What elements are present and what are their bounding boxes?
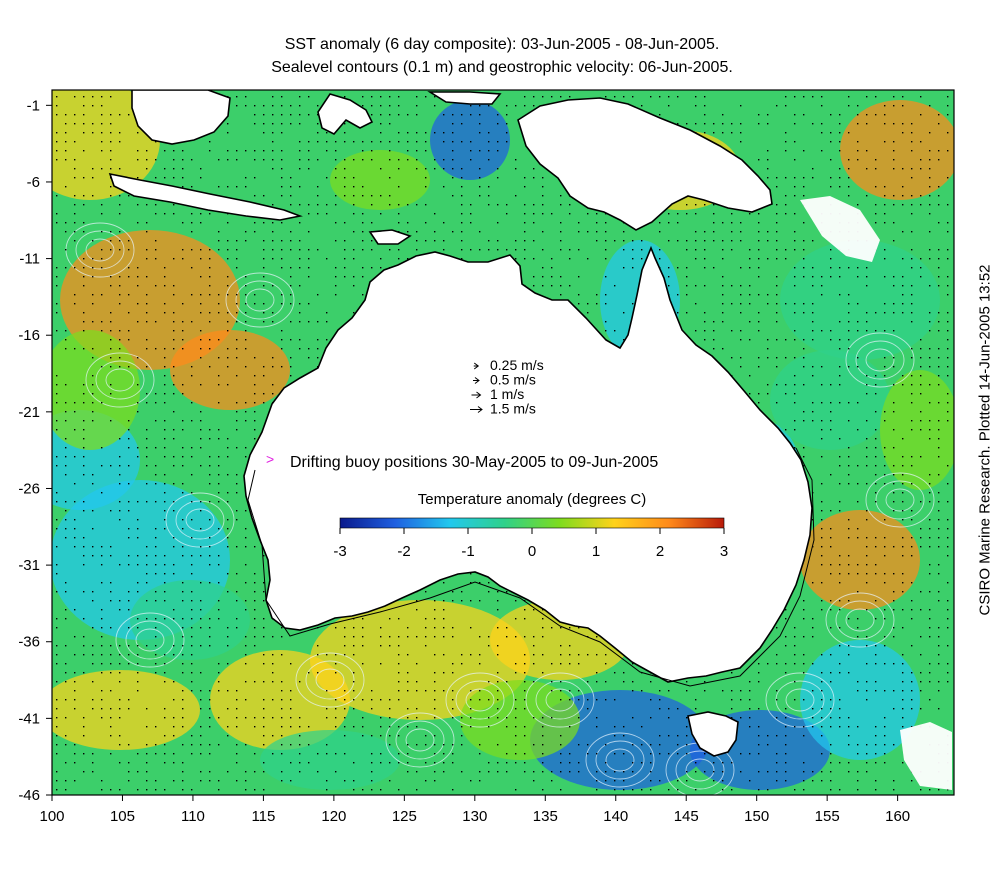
geostrophic-velocity-field: [56, 96, 949, 791]
longitude-tick-label: 100: [39, 808, 64, 825]
plot-frame: [51, 89, 955, 796]
latitude-tick-label: -16: [18, 327, 40, 344]
latitude-tick-label: -6: [27, 174, 40, 191]
colorbar-scale: [339, 517, 725, 529]
longitude-tick-label: 145: [674, 808, 699, 825]
longitude-tick-label: 130: [462, 808, 487, 825]
sulawesi: [317, 93, 374, 135]
latitude-tick-label: -26: [18, 480, 40, 497]
tasmania: [687, 711, 739, 757]
longitude-tick-label: 105: [110, 808, 135, 825]
colorbar-title: Temperature anomaly (degrees C): [418, 491, 646, 508]
longitude-tick-label: 110: [181, 808, 205, 825]
colorbar-tick-label: 2: [656, 543, 664, 560]
borneo: [131, 90, 231, 145]
colorbar: Temperature anomaly (degrees C) -3 -2 -1 0 1…: [333, 491, 728, 560]
latitude-tick-label: -11: [19, 251, 40, 268]
velocity-legend-label: 1.5 m/s: [490, 401, 536, 417]
credit-note-text: CSIRO Marine Research. Plotted 14-Jun-20…: [976, 264, 994, 616]
latitude-axis: -1 -6 -11 -16 -21 -26 -31 -36 -41 -46: [18, 97, 52, 804]
latitude-tick-label: -41: [18, 710, 40, 727]
colorbar-tick-label: -1: [461, 543, 474, 560]
longitude-tick-label: 120: [321, 808, 346, 825]
buoy-symbol: >: [266, 451, 274, 467]
latitude-tick-label: -46: [18, 787, 40, 804]
new-guinea: [517, 97, 773, 231]
colorbar-tick-label: 0: [528, 543, 536, 560]
buoy-legend-label: Drifting buoy positions 30-May-2005 to 0…: [290, 454, 658, 471]
longitude-tick-label: 135: [533, 808, 558, 825]
northern-islands: [427, 91, 502, 105]
java: [108, 172, 303, 221]
colorbar-tick-label: -3: [333, 543, 346, 560]
timor: [368, 229, 412, 245]
buoy-legend: > Drifting buoy positions 30-May-2005 to…: [266, 451, 658, 471]
longitude-tick-label: 150: [744, 808, 769, 825]
velocity-legend: 0.25 m/s0.5 m/s1 m/s1.5 m/s: [470, 357, 544, 417]
velocity-legend-label: 0.25 m/s: [490, 357, 544, 373]
colorbar-tick-label: -2: [397, 543, 410, 560]
missing-data-patches: [800, 196, 952, 790]
shelf-contour: [247, 447, 815, 687]
land-masses: [108, 90, 813, 757]
latitude-tick-label: -1: [27, 97, 40, 114]
latitude-tick-label: -21: [18, 404, 40, 421]
australia-landmass: [243, 245, 813, 683]
longitude-tick-label: 115: [251, 808, 275, 825]
velocity-legend-label: 0.5 m/s: [490, 372, 536, 388]
longitude-tick-label: 155: [815, 808, 840, 825]
longitude-axis: 100 105 110 115 120 125 130 135 140 145 150 155 160: [39, 795, 910, 825]
sealevel-contours: [65, 222, 935, 795]
colorbar-tick-label: 1: [592, 543, 600, 560]
longitude-tick-label: 160: [885, 808, 910, 825]
longitude-tick-label: 125: [392, 808, 417, 825]
map-title-line-1: SST anomaly (6 day composite): 03-Jun-20…: [284, 36, 720, 53]
velocity-legend-label: 1 m/s: [490, 386, 524, 402]
colorbar-tick-label: 3: [720, 543, 728, 560]
latitude-tick-label: -36: [18, 634, 40, 651]
map-title-line-2: Sealevel contours (0.1 m) and geostrophi…: [271, 59, 733, 76]
longitude-tick-label: 140: [603, 808, 628, 825]
latitude-tick-label: -31: [18, 557, 40, 574]
